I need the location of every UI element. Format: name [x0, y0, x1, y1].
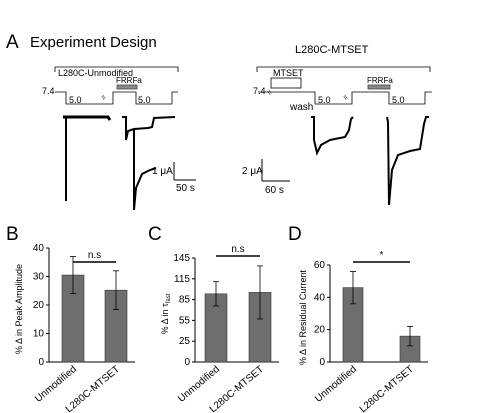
left-ph-trace [55, 91, 178, 105]
right-protocol-bracket [256, 66, 431, 72]
left-trace-2-upper [122, 116, 176, 141]
y-tick-label: 40 [33, 243, 45, 254]
right-ph-step: 5.0 [318, 95, 331, 105]
right-current-traces [311, 116, 429, 206]
y-tick-label: 10 [33, 329, 45, 340]
y-tick-label: 20 [33, 300, 45, 311]
left-scale-bar [173, 162, 196, 181]
y-tick-label: 20 [314, 325, 326, 336]
y-axis-label: % Δ in τfast [160, 293, 172, 334]
significance-label: n.s [88, 250, 101, 261]
panel-b-letter: B [6, 224, 19, 245]
y-axis-label-subscript: fast [166, 293, 172, 303]
significance-label: n.s [231, 244, 244, 255]
bar-charts: B 0 10 20 30 40 % Δ in Peak Amplitude Unmodifie… [6, 224, 428, 413]
panel-c-letter: C [148, 224, 162, 245]
y-tick-label: 115 [174, 274, 190, 285]
right-condition-label: L280C-MTSET [295, 44, 369, 56]
left-protocol [54, 66, 179, 105]
left-break-mark: // [101, 95, 108, 102]
panel-a-title: Experiment Design [30, 34, 157, 51]
category-label-2: L280C-MTSET [358, 364, 416, 413]
category-label-1: Unmodified [176, 364, 222, 405]
left-ph-step2: 5.0 [138, 95, 151, 105]
left-drug-label: FRRFa [116, 76, 142, 85]
y-tick-label: 30 [33, 272, 45, 283]
right-scale-bar [261, 159, 290, 182]
right-protocol [256, 66, 432, 105]
y-tick-label: 25 [179, 336, 191, 347]
left-current-traces [63, 115, 176, 211]
right-scale-time: 60 s [265, 185, 284, 196]
right-break-mark-2: // [343, 95, 350, 102]
y-tick-label: 55 [179, 315, 191, 326]
left-ph-start: 7.4 [42, 86, 55, 96]
y-tick-label: 60 [314, 260, 326, 271]
right-wash-label: wash [289, 102, 313, 113]
left-ph-step: 5.0 [69, 95, 82, 105]
significance-label: * [380, 250, 384, 261]
left-trace-2-lower [133, 129, 157, 211]
panel-a-letter: A [6, 32, 19, 53]
right-ph-step2: 5.0 [392, 95, 405, 105]
right-drug-bar [367, 84, 391, 90]
right-reagent-box [270, 77, 302, 89]
left-drug-bar [116, 84, 138, 90]
category-label-1: Unmodified [313, 364, 359, 405]
left-protocol-bracket [54, 66, 179, 72]
left-trace-1 [63, 115, 112, 121]
y-tick-label: 145 [173, 253, 190, 264]
right-scale-current: 2 μA [242, 166, 263, 177]
left-scale-time: 50 s [176, 183, 195, 194]
panel-d-letter: D [288, 224, 302, 245]
right-trace-2 [386, 116, 429, 206]
y-tick-label: 40 [314, 292, 326, 303]
right-trace-1 [311, 116, 354, 156]
y-tick-label: 0 [319, 357, 325, 368]
y-axis-label: % Δ in Residual Current [298, 269, 308, 365]
right-ph-trace [258, 91, 432, 105]
y-tick-label: 0 [184, 357, 190, 368]
left-condition-label: L280C-Unmodified [58, 68, 133, 78]
y-tick-label: 0 [38, 357, 44, 368]
left-scale-current: 1 μA [152, 166, 173, 177]
y-tick-label: 85 [179, 295, 191, 306]
panel-d-chart: D 0 20 40 60 % Δ in Residual Current Unmodifie… [288, 224, 428, 413]
right-break-mark-1: // [267, 90, 274, 97]
right-drug-label: FRRFa [367, 76, 393, 85]
right-ph-start: 7.4 [253, 86, 266, 96]
y-axis-label: % Δ in Peak Amplitude [14, 264, 24, 354]
right-reagent-label: MTSET [273, 68, 304, 78]
